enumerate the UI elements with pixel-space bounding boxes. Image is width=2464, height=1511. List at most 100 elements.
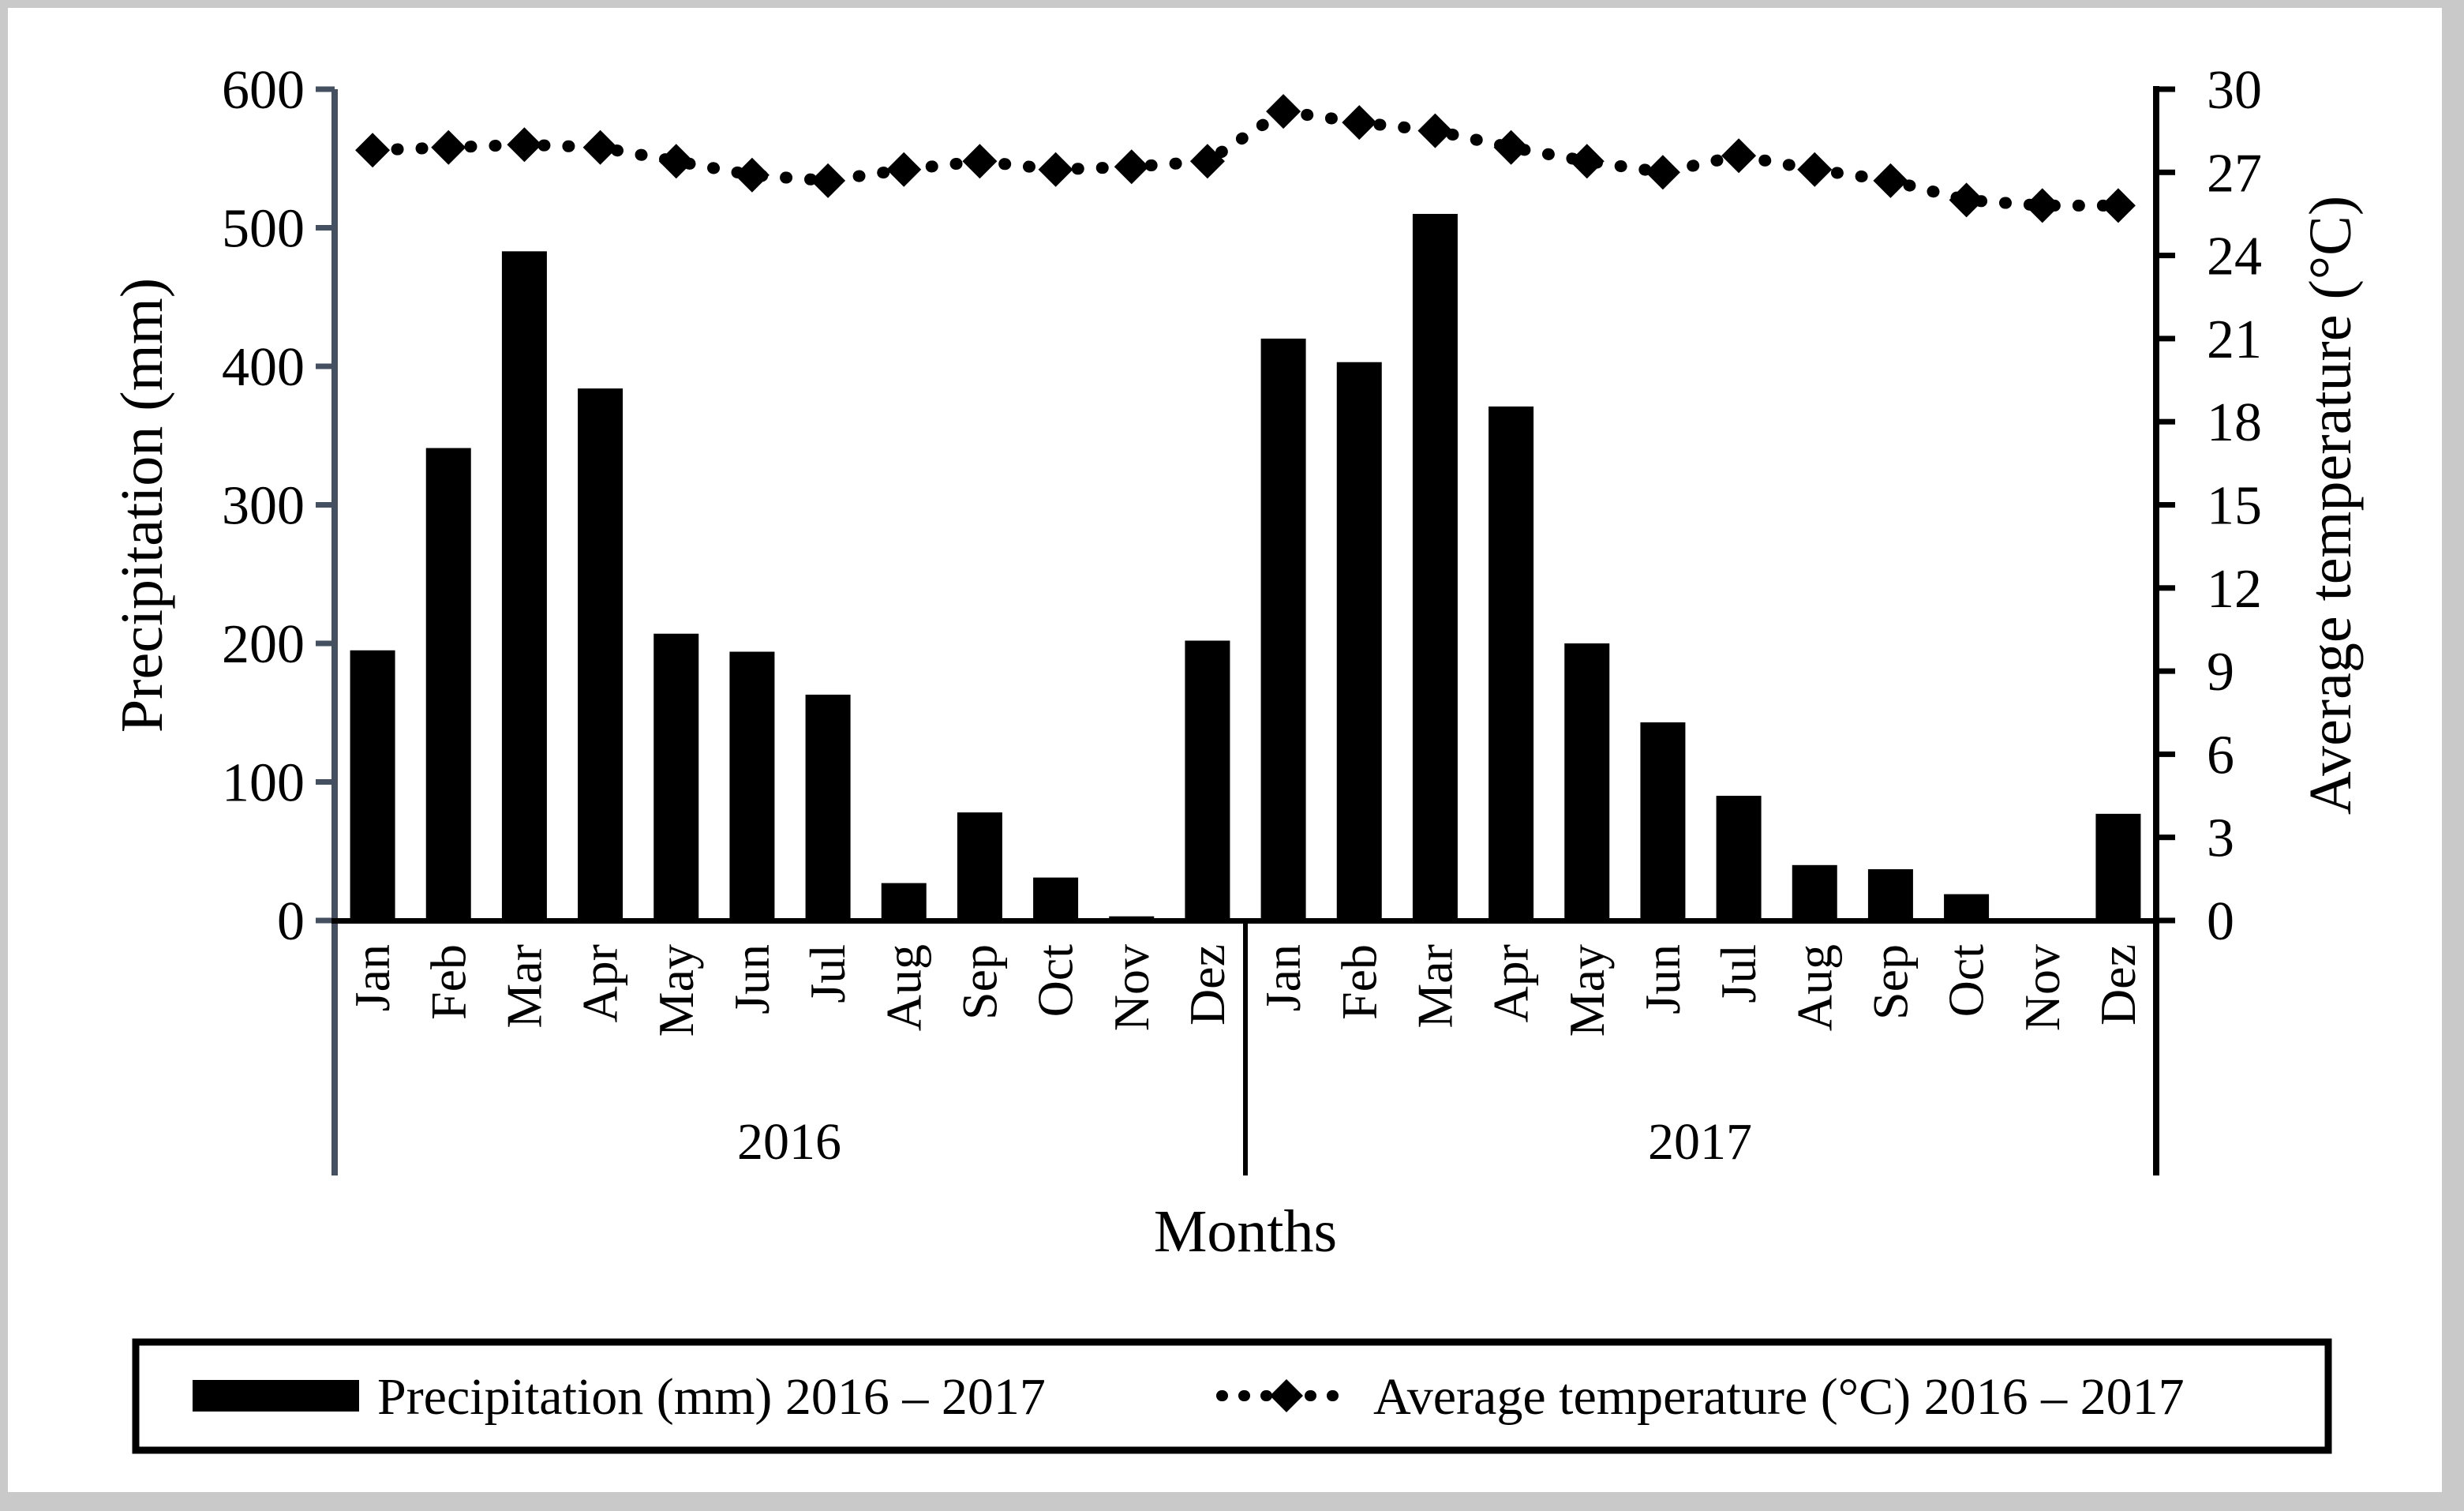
precipitation-bar-May-2016 (653, 633, 699, 924)
temperature-marker-Sep-2016 (962, 144, 998, 179)
left-axis-tick (316, 502, 335, 508)
temperature-marker-Apr-2017 (1493, 129, 1529, 165)
precipitation-bar-Apr-2017 (1489, 406, 1534, 924)
temperature-series (355, 94, 2136, 223)
frame-left (0, 0, 8, 1511)
frame-top (0, 0, 2464, 8)
month-labels: Jan Feb Mar Apr May Jun Jul Aug Sep Oct Nov Dez Jan F… (344, 944, 2146, 1037)
precipitation-bar-Feb-2016 (425, 448, 471, 924)
temperature-marker-Oct-2017 (1949, 182, 1984, 218)
temperature-marker-Mar-2017 (1417, 113, 1453, 148)
precipitation-bar-Jul-2016 (805, 694, 851, 924)
temperature-marker-Dez-2016 (1189, 144, 1225, 179)
legend-bar-swatch (193, 1380, 359, 1412)
precipitation-bar-Aug-2016 (881, 883, 927, 924)
left-axis-tick (316, 86, 335, 92)
x-axis-title: Months (1154, 1198, 1337, 1265)
temperature-marker-Sep-2017 (1873, 163, 1908, 198)
right-axis-tick-label: 6 (2207, 725, 2234, 785)
month-label-Mar-2016: Mar (496, 944, 552, 1029)
legend-diamond-swatch (1270, 1379, 1303, 1412)
legend-label-temperature: Average temperature (°C) 2016 – 2017 (1373, 1368, 2185, 1426)
temperature-marker-Feb-2017 (1342, 105, 1377, 141)
right-axis-tick-label: 18 (2207, 392, 2262, 453)
month-label-Mar-2017: Mar (1406, 944, 1462, 1029)
precipitation-bar-Jun-2016 (729, 651, 775, 924)
left-axis-tick-label: 600 (222, 60, 305, 121)
precipitation-bar-Sep-2017 (1867, 869, 1913, 924)
left-axis-tick (316, 363, 335, 369)
precipitation-bar-Mar-2017 (1412, 213, 1458, 924)
precipitation-bar-May-2017 (1564, 643, 1610, 924)
left-axis-tick-label: 0 (277, 891, 305, 952)
temperature-marker-Jun-2016 (734, 157, 770, 193)
precipitation-bar-Apr-2016 (578, 388, 623, 924)
year-separator (1243, 920, 1248, 1175)
right-axis-tick-label: 21 (2207, 309, 2262, 370)
temperature-marker-Nov-2017 (2024, 188, 2060, 223)
temperature-marker-Jan-2016 (355, 133, 391, 168)
right-axis-tick-label: 27 (2207, 143, 2262, 204)
temperature-marker-Aug-2016 (886, 152, 922, 187)
frame-right (2442, 0, 2464, 1511)
left-axis-tick (316, 225, 335, 231)
right-axis-tick (2156, 418, 2175, 425)
right-axis-tick (2156, 585, 2175, 591)
left-axis-line (331, 89, 338, 1175)
precipitation-bar-Sep-2016 (957, 812, 1002, 924)
temperature-marker-Mar-2016 (507, 127, 542, 163)
temperature-marker-Aug-2017 (1797, 152, 1833, 187)
month-label-Jul-2017: Jul (1710, 944, 1766, 1003)
left-axis-tick-label: 500 (222, 199, 305, 260)
month-label-Aug-2016: Aug (875, 944, 931, 1031)
month-label-Jan-2017: Jan (1255, 944, 1311, 1011)
year-label-2016: 2016 (737, 1113, 841, 1171)
month-label-Oct-2017: Oct (1938, 944, 1994, 1018)
month-label-Aug-2017: Aug (1786, 944, 1842, 1031)
precipitation-bar-Jul-2017 (1716, 796, 1762, 924)
left-axis-tick-label: 200 (222, 614, 305, 675)
axes: 0 100 200 300 400 500 600 0 3 6 9 12 15 18 21 24 27 30 (222, 60, 2262, 1175)
right-axis-title: Average temperature (°C) (2297, 196, 2364, 815)
left-axis-title: Precipitation (mm) (109, 278, 175, 733)
left-axis-tick-label: 400 (222, 337, 305, 398)
precipitation-bar-Jan-2016 (350, 650, 395, 924)
temperature-marker-Oct-2016 (1038, 152, 1073, 187)
right-axis-tick (2156, 336, 2175, 342)
precipitation-bar-Jun-2017 (1640, 722, 1686, 924)
month-label-Jan-2016: Jan (344, 944, 400, 1011)
legend-swatches (132, 1338, 2332, 1454)
temperature-marker-Jan-2017 (1266, 94, 1301, 129)
right-axis-tick (2156, 169, 2175, 175)
right-axis-tick-label: 12 (2207, 559, 2262, 620)
right-axis-tick-label: 3 (2207, 808, 2234, 869)
right-axis-tick (2156, 834, 2175, 841)
precipitation-series (350, 213, 2141, 924)
right-axis-tick-label: 9 (2207, 642, 2234, 703)
right-axis-tick-label: 24 (2207, 227, 2262, 287)
precipitation-bar-Mar-2016 (501, 251, 547, 924)
right-axis-tick-label: 0 (2207, 891, 2234, 952)
month-label-Sep-2017: Sep (1862, 944, 1918, 1020)
temperature-marker-Nov-2016 (1114, 149, 1149, 185)
temperature-marker-Feb-2016 (431, 129, 466, 165)
precipitation-bar-Feb-2017 (1336, 362, 1382, 924)
month-label-Apr-2017: Apr (1483, 944, 1539, 1023)
left-axis-tick-label: 100 (222, 753, 305, 814)
precipitation-bar-Dez-2017 (2095, 813, 2141, 924)
month-label-May-2017: May (1559, 944, 1615, 1037)
temperature-dotted-line (366, 105, 2125, 212)
right-axis-tick (2156, 751, 2175, 757)
month-label-Jun-2017: Jun (1635, 944, 1691, 1014)
temperature-marker-Apr-2016 (582, 129, 618, 165)
temperature-marker-May-2017 (1569, 144, 1605, 179)
legend-label-precipitation: Precipitation (mm) 2016 – 2017 (377, 1368, 1046, 1426)
left-axis-tick-label: 300 (222, 476, 305, 537)
month-label-Dez-2016: Dez (1179, 944, 1235, 1025)
left-axis-tick (316, 917, 335, 924)
frame-bottom (0, 1492, 2464, 1511)
right-axis-tick (2156, 86, 2175, 92)
temperature-marker-Jul-2016 (811, 163, 846, 198)
